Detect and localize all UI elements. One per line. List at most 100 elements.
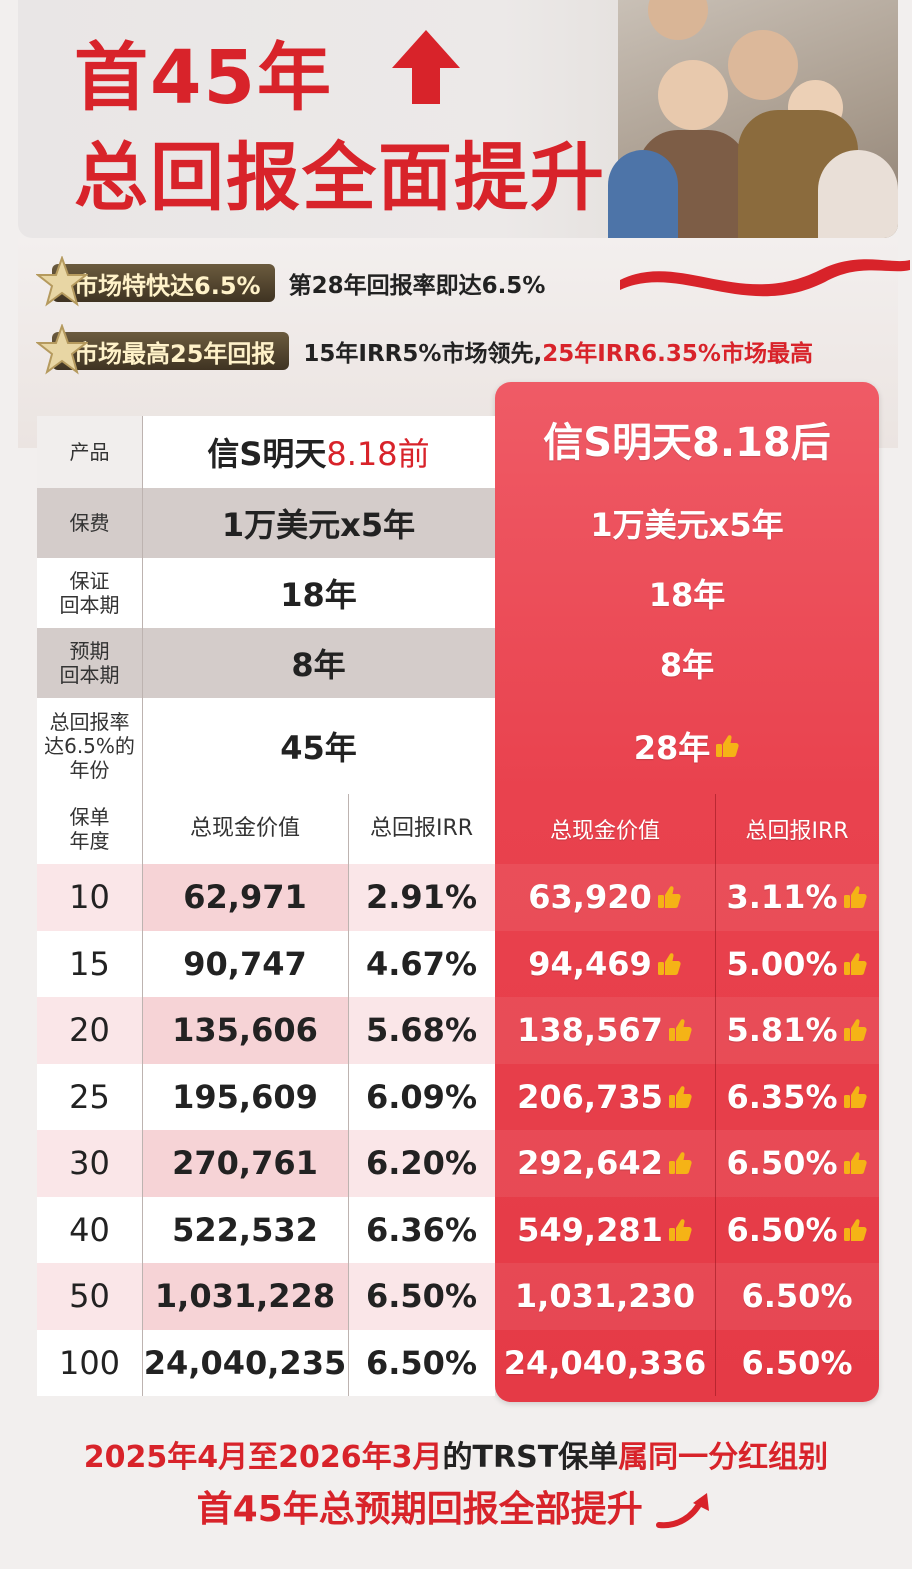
row-before-cash: 270,761 [142, 1130, 348, 1197]
info-before-3-text: 45年 [280, 729, 357, 767]
row-before-irr: 2.91% [348, 864, 495, 931]
info-before-3: 45年 [142, 698, 495, 794]
row-before-irr-text: 6.50% [365, 1343, 477, 1382]
up-arrow-icon [392, 30, 460, 104]
star-icon [36, 324, 88, 375]
row-year-text: 100 [58, 1343, 121, 1382]
feature-1-badge-text: 市场特快达6.5% [74, 271, 261, 300]
row-after-cash-text: 24,040,336 [503, 1343, 707, 1382]
row-after-irr-text: 5.00% [726, 944, 838, 983]
row-before-cash: 522,532 [142, 1196, 348, 1263]
feature-2-text-red: 25年IRR6.35%市场最高 [542, 341, 813, 367]
row-after-cash: 94,469 [495, 931, 715, 998]
row-after-irr-text: 6.35% [726, 1077, 838, 1116]
row-before-irr: 6.20% [348, 1130, 495, 1197]
footer-trst: 的TRST保单 [442, 1440, 619, 1475]
thumbs-up-icon [668, 1152, 692, 1175]
thumbs-up-icon [668, 1086, 692, 1108]
feature-2: 市场最高25年回报 15年IRR5%市场领先,25年IRR6.35%市场最高 [36, 324, 813, 375]
row-before-cash-text: 90,747 [183, 944, 307, 983]
row-after-irr-text: 3.11% [726, 878, 838, 917]
info-after-3: 28年 [495, 698, 879, 794]
row-year-text: 10 [69, 878, 110, 917]
product-after: 信S明天8.18后 [495, 390, 879, 488]
row-after-cash: 206,735 [495, 1064, 715, 1131]
divider-year [142, 794, 143, 1396]
row-before-cash: 195,609 [142, 1063, 348, 1130]
row-year-text: 20 [69, 1011, 110, 1050]
row-before-irr: 5.68% [348, 997, 495, 1064]
row-before-cash: 90,747 [142, 930, 348, 997]
thumbs-up-icon [843, 886, 867, 909]
row-before-cash-text: 522,532 [172, 1210, 318, 1249]
row-year: 15 [37, 930, 142, 997]
row-after-cash-text: 138,567 [517, 1011, 663, 1050]
row-after-irr: 6.50% [715, 1330, 879, 1397]
info-label-2: 预期 回本期 [37, 628, 142, 698]
row-year: 25 [37, 1063, 142, 1130]
row-year: 20 [37, 997, 142, 1064]
thumbs-up-icon [843, 1152, 867, 1175]
row-before-cash: 135,606 [142, 997, 348, 1064]
col-header-after-irr: 总回报IRR [715, 794, 879, 864]
row-after-irr-text: 5.81% [726, 1011, 838, 1050]
footer-line-2: 首45年总预期回报全部提升 [0, 1480, 912, 1532]
row-after-irr: 3.11% [715, 864, 879, 931]
title-line-2: 总回报全面提升 [74, 135, 606, 221]
row-after-irr: 5.00% [715, 931, 879, 998]
col-header-before-irr-text: 总回报IRR [369, 816, 474, 841]
row-before-cash-text: 62,971 [183, 878, 307, 917]
row-after-irr: 6.50% [715, 1197, 879, 1264]
info-before-1: 18年 [142, 558, 495, 628]
col-header-year-text: 保单 年度 [69, 805, 110, 853]
row-after-irr-text: 6.50% [726, 1144, 838, 1183]
row-after-cash-text: 292,642 [517, 1144, 663, 1183]
info-before-2: 8年 [142, 628, 495, 698]
product-label-text: 产品 [69, 440, 110, 464]
row-year-text: 40 [69, 1210, 110, 1249]
product-before-name: 信S明天 [207, 435, 327, 473]
row-after-irr-text: 6.50% [741, 1343, 853, 1382]
row-after-cash: 1,031,230 [495, 1263, 715, 1330]
row-after-cash: 549,281 [495, 1197, 715, 1264]
info-before-1-text: 18年 [280, 576, 357, 614]
row-year: 50 [37, 1263, 142, 1330]
row-after-cash-text: 206,735 [517, 1077, 663, 1116]
product-after-text: 信S明天8.18后 [543, 420, 831, 466]
feature-2-badge: 市场最高25年回报 [36, 324, 290, 375]
row-after-irr-text: 6.50% [726, 1210, 838, 1249]
row-before-irr: 6.50% [348, 1263, 495, 1330]
row-after-cash-text: 94,469 [528, 944, 652, 983]
feature-2-badge-text: 市场最高25年回报 [74, 339, 276, 368]
info-after-0-text: 1万美元x5年 [590, 506, 784, 544]
row-before-cash-text: 135,606 [172, 1011, 318, 1050]
row-after-irr-text: 6.50% [741, 1277, 853, 1316]
thumbs-up-icon [668, 1219, 692, 1241]
row-year: 40 [37, 1196, 142, 1263]
info-after-1: 18年 [495, 558, 879, 628]
thumbs-up-icon [843, 1086, 867, 1108]
product-before-date: 8.18前 [326, 435, 430, 473]
info-before-2-text: 8年 [291, 646, 346, 684]
row-year-text: 30 [69, 1144, 110, 1183]
row-after-cash-text: 1,031,230 [514, 1277, 696, 1316]
row-before-irr: 6.09% [348, 1063, 495, 1130]
star-icon [36, 256, 88, 307]
row-before-irr-text: 6.50% [365, 1277, 477, 1316]
row-after-cash-text: 63,920 [528, 878, 652, 917]
row-year-text: 15 [69, 944, 110, 983]
footer-line-1: 2025年4月至2026年3月的TRST保单属同一分红组别 [0, 1432, 912, 1476]
info-label-1: 保证 回本期 [37, 558, 142, 628]
row-before-irr-text: 6.36% [365, 1210, 477, 1249]
feature-1-badge: 市场特快达6.5% [36, 256, 275, 307]
row-before-cash-text: 195,609 [172, 1077, 318, 1116]
footer-date-range: 2025年4月至2026年3月 [83, 1440, 443, 1475]
divider-after [715, 794, 716, 1396]
product-label: 产品 [37, 416, 142, 488]
family-photo [608, 0, 898, 238]
row-after-cash: 292,642 [495, 1130, 715, 1197]
row-before-cash: 62,971 [142, 864, 348, 931]
thumbs-up-icon [668, 1019, 692, 1042]
row-before-irr-text: 5.68% [365, 1011, 477, 1050]
row-year-text: 25 [69, 1077, 110, 1116]
